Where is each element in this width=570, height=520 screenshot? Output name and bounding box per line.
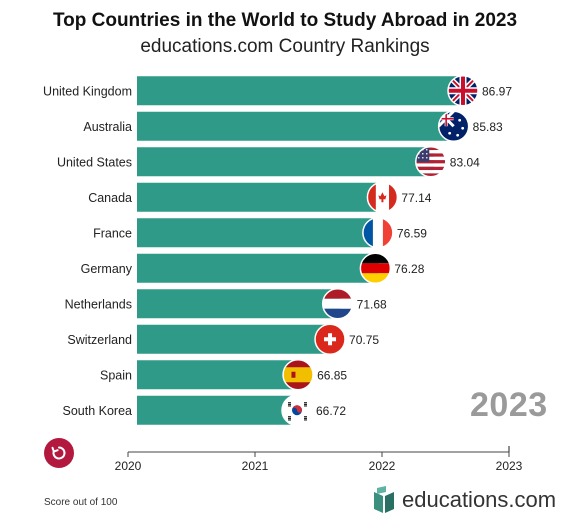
chart-subtitle: educations.com Country Rankings xyxy=(140,36,430,57)
x-tick-label: 2022 xyxy=(369,459,396,473)
netherlands-flag-icon xyxy=(322,288,353,319)
category-label: France xyxy=(93,226,132,240)
australia-flag-icon xyxy=(438,111,469,142)
replay-icon xyxy=(51,446,66,460)
category-label: Germany xyxy=(81,262,133,276)
educations-logo-icon xyxy=(374,486,394,513)
usa-flag-icon xyxy=(415,146,446,177)
switzerland-flag-icon xyxy=(315,324,346,355)
bar xyxy=(137,360,302,390)
category-label: Canada xyxy=(88,191,132,205)
value-label: 76.59 xyxy=(397,226,427,240)
bar xyxy=(137,253,379,283)
x-tick-label: 2021 xyxy=(242,459,269,473)
brand-name: educations.com xyxy=(402,487,557,512)
south-korea-flag-icon xyxy=(282,395,312,426)
x-tick-label: 2020 xyxy=(115,459,142,473)
value-label: 70.75 xyxy=(349,333,379,347)
category-label: Australia xyxy=(83,120,132,134)
bar xyxy=(137,395,300,425)
bar xyxy=(137,289,341,319)
bar xyxy=(137,147,434,177)
category-label: Switzerland xyxy=(67,333,132,347)
bar xyxy=(137,324,334,354)
value-label: 77.14 xyxy=(401,191,431,205)
category-label: United States xyxy=(57,155,132,169)
value-label: 76.28 xyxy=(394,262,424,276)
category-label: South Korea xyxy=(63,404,133,418)
value-label: 83.04 xyxy=(450,155,480,169)
spain-flag-icon xyxy=(283,359,314,390)
current-year-label: 2023 xyxy=(470,386,548,424)
value-label: 66.85 xyxy=(317,368,347,382)
category-label: Netherlands xyxy=(65,297,132,311)
bar xyxy=(137,218,381,248)
bar xyxy=(137,182,386,212)
value-label: 66.72 xyxy=(316,404,346,418)
category-label: Spain xyxy=(100,368,132,382)
germany-flag-icon xyxy=(360,253,391,284)
score-footnote: Score out of 100 xyxy=(44,497,118,508)
uk-flag-icon xyxy=(448,75,478,106)
france-flag-icon xyxy=(362,217,393,248)
value-label: 86.97 xyxy=(482,84,512,98)
brand-logo: educations.com xyxy=(372,486,556,514)
value-label: 71.68 xyxy=(357,297,387,311)
bar xyxy=(137,111,457,141)
bar xyxy=(137,76,466,106)
chart-title: Top Countries in the World to Study Abro… xyxy=(52,10,518,31)
category-label: United Kingdom xyxy=(43,84,132,98)
canada-flag-icon xyxy=(367,182,398,213)
value-label: 85.83 xyxy=(473,120,503,134)
x-tick-label: 2023 xyxy=(496,459,523,473)
replay-button[interactable] xyxy=(44,438,74,468)
